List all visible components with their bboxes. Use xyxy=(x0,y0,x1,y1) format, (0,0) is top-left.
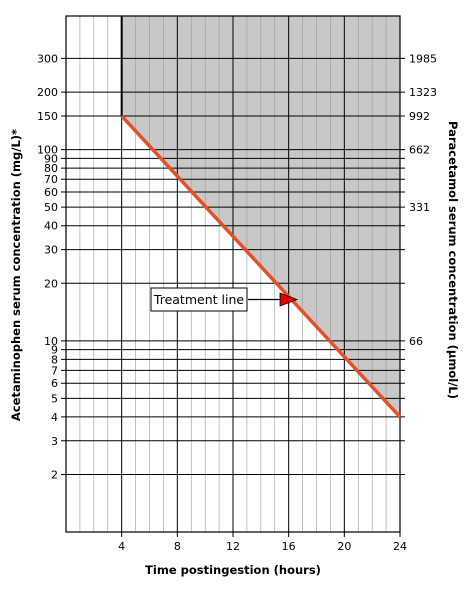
y2-tick-label: 1985 xyxy=(409,52,437,65)
x-tick-label: 24 xyxy=(393,540,407,553)
y-tick-label: 50 xyxy=(44,201,58,214)
y-tick-label: 4 xyxy=(51,411,58,424)
y2-tick-label: 1323 xyxy=(409,86,437,99)
y-tick-label: 7 xyxy=(51,364,58,377)
y-tick-label: 60 xyxy=(44,186,58,199)
x-tick-label: 8 xyxy=(174,540,181,553)
callout-arrow-head xyxy=(279,292,299,307)
x-tick-label: 20 xyxy=(337,540,351,553)
x-axis-title: Time postingestion (hours) xyxy=(145,563,321,577)
grid xyxy=(61,15,405,537)
tick-labels: 4 8 12 16 20 24234567891020304050607080901001… xyxy=(37,52,437,553)
y-tick-label: 30 xyxy=(44,244,58,257)
series-layer xyxy=(120,114,402,419)
y-tick-label: 70 xyxy=(44,173,58,186)
y-tick-label: 150 xyxy=(37,110,58,123)
y-tick-label: 10 xyxy=(44,335,58,348)
y-tick-label: 300 xyxy=(37,52,58,65)
y-axis-title: Acetaminophen serum concentration (mg/L)… xyxy=(9,129,23,421)
y-tick-label: 40 xyxy=(44,220,58,233)
treatment-line-callout: Treatment line xyxy=(150,287,299,312)
y2-tick-label: 66 xyxy=(409,335,423,348)
callout-label: Treatment line xyxy=(153,292,244,307)
y2-tick-label: 992 xyxy=(409,110,430,123)
y2-axis-title: Paracetamol serum concentration (µmol/L) xyxy=(446,121,460,399)
callout-box xyxy=(150,287,248,312)
y-tick-label: 20 xyxy=(44,277,58,290)
y-tick-label: 8 xyxy=(51,353,58,366)
plot-frame xyxy=(65,15,401,533)
y2-tick-label: 331 xyxy=(409,201,430,214)
y-tick-label: 3 xyxy=(51,435,58,448)
y-tick-label: 90 xyxy=(44,152,58,165)
y2-tick-label: 662 xyxy=(409,144,430,157)
y-tick-label: 200 xyxy=(37,86,58,99)
treatment-line xyxy=(120,114,402,419)
y-tick-label: 2 xyxy=(51,468,58,481)
y-tick-label: 100 xyxy=(37,144,58,157)
x-tick-label: 12 xyxy=(226,540,240,553)
x-tick-label: 16 xyxy=(282,540,296,553)
y-tick-label: 80 xyxy=(44,162,58,175)
x-tick-label: 4 xyxy=(118,540,125,553)
y-tick-label: 9 xyxy=(51,344,58,357)
y-tick-label: 6 xyxy=(51,377,58,390)
y-tick-label: 5 xyxy=(51,392,58,405)
